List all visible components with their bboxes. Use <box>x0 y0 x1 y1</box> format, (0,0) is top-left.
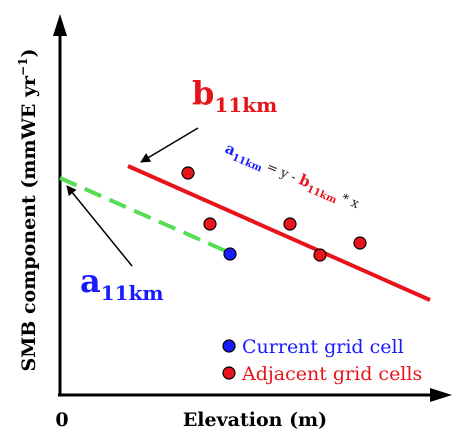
adjacent-point <box>283 217 297 231</box>
axes <box>53 14 452 402</box>
x-axis-label: Elevation (m) <box>183 409 327 431</box>
legend-current-label: Current grid cell <box>242 336 404 358</box>
intercept-dashed-line <box>59 176 229 254</box>
adjacent-point <box>313 248 327 262</box>
legend: Current grid cell Adjacent grid cells <box>222 336 422 385</box>
x-axis-arrow-icon <box>430 388 452 402</box>
regression-line <box>127 164 431 302</box>
y-axis-label: SMB component (mmWE yr−1) <box>16 49 40 372</box>
current-point <box>223 247 237 261</box>
a-intercept-label: a11km <box>80 262 164 305</box>
adjacent-point <box>203 217 217 231</box>
legend-current-marker <box>222 339 236 353</box>
legend-adjacent-label: Adjacent grid cells <box>241 363 422 385</box>
legend-adjacent-marker <box>222 366 236 380</box>
a-label-arrow <box>66 185 133 267</box>
adjacent-point <box>181 166 195 180</box>
adjacent-point <box>353 236 367 250</box>
origin-label: 0 <box>55 409 68 431</box>
equation-text: a11km = y - b11km * x <box>221 139 363 215</box>
b-slope-label: b11km <box>192 74 277 117</box>
y-axis-arrow-icon <box>53 14 67 36</box>
adjacent-points <box>181 166 367 262</box>
b-label-arrow <box>140 127 199 163</box>
